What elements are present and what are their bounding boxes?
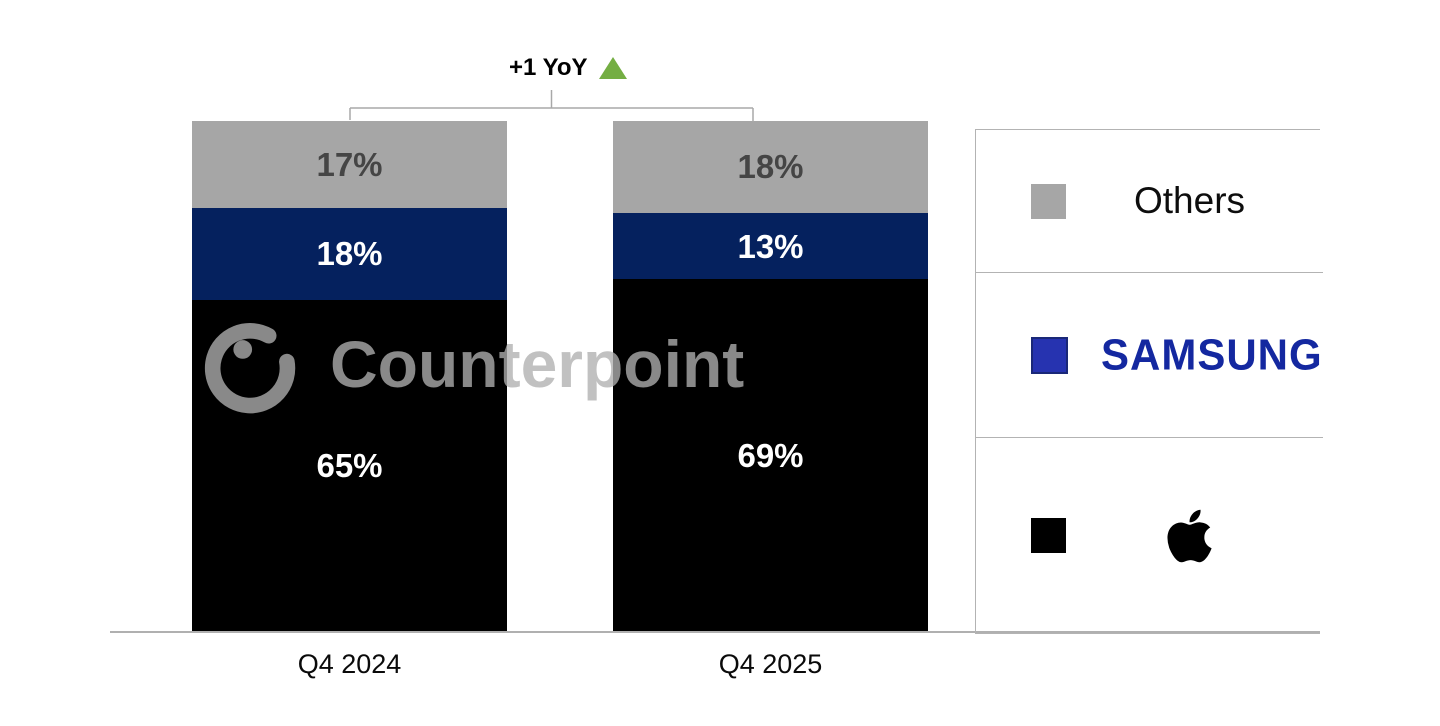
segment-value-label: 69%	[737, 437, 804, 475]
legend-item-apple	[976, 438, 1323, 633]
apple-logo-icon	[1167, 509, 1212, 562]
bar-segment-samsung: 13%	[613, 212, 928, 280]
samsung-wordmark: SAMSUNG	[1101, 330, 1323, 379]
segment-value-label: 65%	[316, 447, 383, 485]
x-axis-label-q4-2024: Q4 2024	[297, 649, 402, 679]
bar-segment-apple: 65%	[192, 299, 507, 632]
samsung-swatch	[1031, 336, 1068, 374]
bar-segment-others: 17%	[192, 121, 507, 208]
others-swatch	[1031, 183, 1066, 219]
segment-value-label: 18%	[316, 235, 383, 273]
stacked-bar-q4-2025: 18% 13% 69%	[613, 121, 928, 632]
others-label: Others	[1134, 180, 1246, 221]
segment-value-label: 17%	[316, 145, 383, 183]
legend-item-samsung: SAMSUNG	[976, 273, 1323, 438]
yoy-annotation: +1 YoY	[509, 54, 627, 82]
x-axis-label-q4-2025: Q4 2025	[718, 649, 823, 679]
legend-item-others: Others	[976, 130, 1323, 273]
legend: Others SAMSUNG	[975, 129, 1323, 634]
segment-value-label: 18%	[737, 148, 804, 186]
segment-value-label: 13%	[737, 227, 804, 265]
apple-swatch	[1031, 518, 1066, 553]
x-axis-line	[110, 631, 1320, 633]
bar-segment-others: 18%	[613, 121, 928, 213]
yoy-annotation-text: +1 YoY	[509, 54, 588, 81]
bar-segment-apple: 69%	[613, 279, 928, 632]
bar-segment-samsung: 18%	[192, 207, 507, 300]
stacked-bar-q4-2024: 17% 18% 65%	[192, 121, 507, 632]
up-triangle-icon	[598, 57, 627, 79]
